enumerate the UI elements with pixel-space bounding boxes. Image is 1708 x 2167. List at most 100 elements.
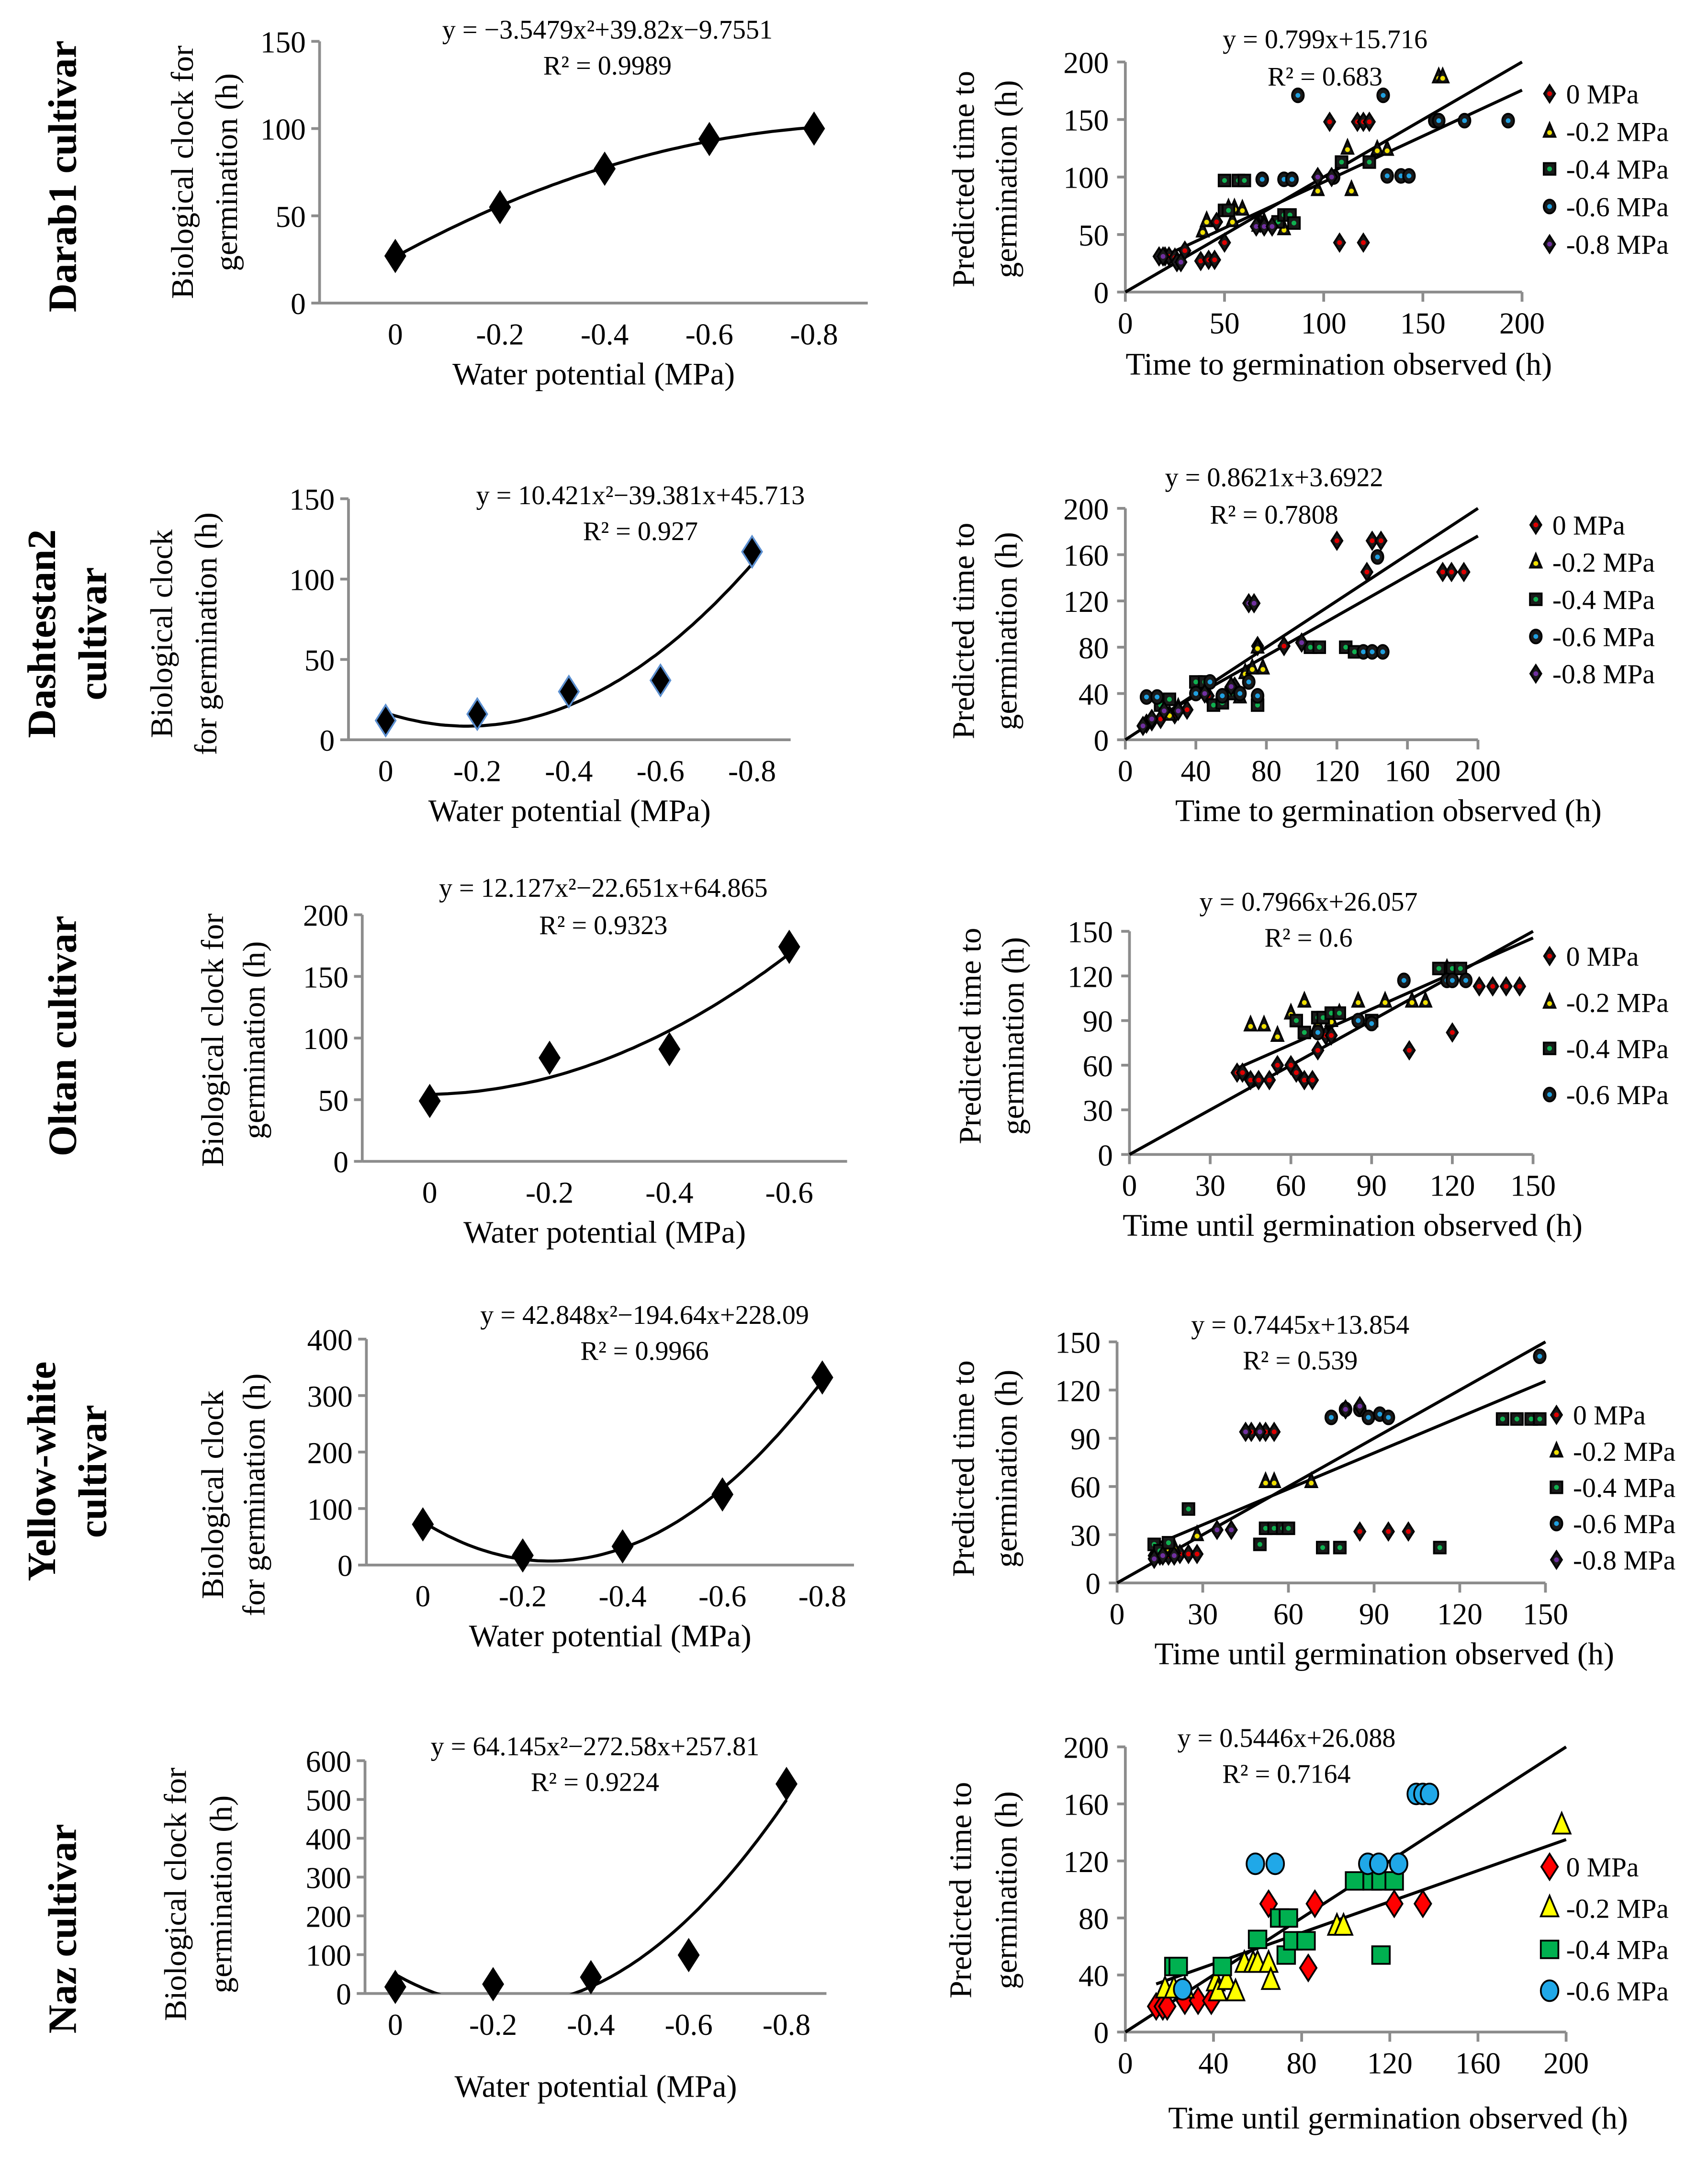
data-point-center — [1315, 1048, 1320, 1053]
y-tick-label: 150 — [289, 483, 335, 517]
data-point-center — [1193, 691, 1199, 696]
r2-label: R² = 0.6 — [1265, 923, 1353, 953]
data-point-center — [1308, 644, 1313, 650]
legend-marker-center — [1547, 1001, 1552, 1006]
legend-marker-center — [1533, 561, 1539, 566]
data-point-center — [1458, 966, 1463, 971]
data-point-center — [1240, 1070, 1245, 1075]
data-point-center — [1222, 178, 1227, 183]
data-point — [1247, 1930, 1268, 1949]
x-axis-title: Water potential (MPa) — [452, 357, 735, 392]
y-tick-label: 50 — [1079, 219, 1109, 252]
data-point-center — [1328, 1415, 1334, 1420]
data-point-center — [1260, 667, 1266, 672]
y-tick-label: 0 — [336, 1978, 351, 2011]
x-axis-title: Time until germination observed (h) — [1168, 2101, 1628, 2136]
y-tick-label: 0 — [1098, 1139, 1113, 1172]
data-point-center — [1367, 159, 1372, 165]
row-label: Oltan cultivar — [41, 915, 85, 1156]
data-point-center — [1255, 693, 1260, 699]
y-tick-label: 0 — [1085, 1567, 1101, 1601]
data-point-center — [1406, 1529, 1411, 1534]
data-point — [1243, 1014, 1258, 1032]
data-point-center — [1200, 230, 1205, 235]
data-point — [1297, 991, 1312, 1008]
y-tick-label: 40 — [1079, 1959, 1109, 1993]
data-point-center — [1220, 693, 1225, 699]
data-point — [658, 1032, 681, 1067]
data-point — [489, 190, 511, 225]
data-point-center — [1160, 254, 1166, 259]
data-point-center — [1352, 649, 1357, 655]
data-point — [1405, 991, 1419, 1008]
x-tick-label: -0.2 — [526, 1176, 573, 1209]
data-point-center — [1315, 189, 1320, 194]
data-point — [374, 703, 397, 738]
data-point-center — [1401, 978, 1406, 983]
data-point-center — [1370, 649, 1375, 655]
data-point-center — [1171, 1553, 1177, 1558]
r2-label: R² = 0.9224 — [531, 1768, 659, 1797]
legend-marker-center — [1547, 1046, 1552, 1051]
y-tick-label: 120 — [1063, 585, 1109, 619]
data-point-center — [1271, 1429, 1277, 1434]
x-axis-title: Water potential (MPa) — [428, 793, 711, 828]
y-tick-label: 600 — [306, 1745, 351, 1778]
data-point — [1258, 1471, 1273, 1489]
y-axis-title: Biological clock — [145, 529, 180, 738]
data-point — [1385, 1889, 1404, 1919]
x-tick-label: -0.6 — [698, 1580, 746, 1613]
data-point-center — [1514, 1416, 1519, 1422]
x-axis-title: Water potential (MPa) — [463, 1215, 746, 1250]
legend-label: 0 MPa — [1566, 942, 1639, 972]
data-point — [1340, 137, 1355, 155]
data-point — [1378, 991, 1393, 1008]
y-tick-label: 60 — [1070, 1471, 1101, 1504]
legend-label: -0.8 MPa — [1573, 1546, 1675, 1576]
y-tick-label: 150 — [1068, 915, 1113, 949]
x-tick-label: 0 — [422, 1176, 438, 1209]
y-tick-label: 200 — [303, 899, 348, 933]
legend-label: -0.6 MPa — [1566, 1976, 1669, 2007]
r2-label: R² = 0.7808 — [1210, 500, 1338, 530]
y-tick-label: 90 — [1070, 1422, 1101, 1456]
legend-marker-center — [1547, 953, 1552, 959]
data-point — [649, 663, 672, 698]
data-point — [1312, 640, 1326, 654]
y-axis-title: Biological clock — [195, 1390, 230, 1599]
x-tick-label: -0.8 — [798, 1580, 846, 1613]
y-tick-label: 0 — [333, 1146, 348, 1179]
data-point-center — [1261, 224, 1267, 229]
data-point-center — [1378, 538, 1383, 543]
legend-label: -0.6 MPa — [1573, 1509, 1675, 1539]
data-point-center — [1356, 1000, 1361, 1005]
data-point — [1287, 216, 1301, 230]
data-point-center — [1349, 189, 1354, 194]
y-axis-title: Predicted time to — [946, 523, 981, 739]
legend-label: 0 MPa — [1573, 1400, 1646, 1431]
x-tick-label: 120 — [1367, 2046, 1413, 2080]
x-tick-label: -0.6 — [765, 1176, 813, 1209]
data-point-center — [1246, 679, 1251, 685]
y-tick-label: 150 — [303, 960, 348, 994]
data-point — [482, 1967, 505, 2001]
series--0-4-MPa — [1164, 1871, 1404, 1976]
data-point-center — [1302, 1000, 1307, 1005]
data-point — [580, 1960, 602, 1995]
data-point — [384, 1969, 406, 2004]
y-axis-title: germination (h) — [203, 1795, 238, 1993]
y-axis-title: germination (h) — [989, 80, 1024, 278]
data-point — [1235, 198, 1250, 216]
data-point-center — [1287, 212, 1292, 218]
data-point-center — [1366, 1415, 1371, 1420]
data-point-center — [1271, 1525, 1277, 1531]
data-point-center — [1140, 723, 1146, 729]
chart-left-row-4: Yellow-white cultivar 0 100 200 300 400 0 -0.2 -0… — [20, 1300, 854, 1653]
x-axis-title: Water potential (MPa) — [469, 1618, 752, 1653]
data-point — [1310, 179, 1325, 196]
equation-label: y = 42.848x²−194.64x+228.09 — [480, 1300, 809, 1330]
data-point-center — [1248, 1077, 1253, 1083]
y-tick-label: 100 — [260, 113, 306, 147]
data-point — [698, 122, 720, 157]
